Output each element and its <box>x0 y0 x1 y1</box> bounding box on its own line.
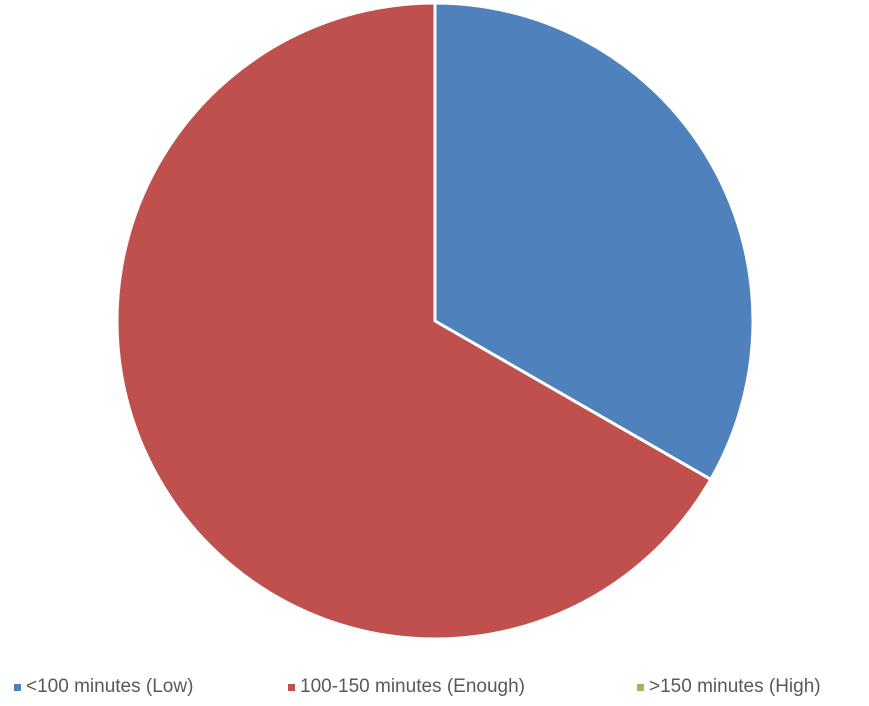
legend-swatch-high <box>637 683 644 691</box>
pie-slice-enough <box>115 1 713 641</box>
legend-entry-enough: 100-150 minutes (Enough) <box>288 676 525 698</box>
legend-label-high: >150 minutes (High) <box>649 676 821 697</box>
legend-entry-high: >150 minutes (High) <box>637 676 821 698</box>
legend: <100 minutes (Low) 100-150 minutes (Enou… <box>0 676 869 700</box>
legend-swatch-enough <box>288 683 295 691</box>
legend-swatch-low <box>14 683 21 691</box>
legend-entry-low: <100 minutes (Low) <box>14 676 193 698</box>
legend-label-low: <100 minutes (Low) <box>26 676 194 697</box>
pie-slice-low <box>433 1 755 481</box>
legend-label-enough: 100-150 minutes (Enough) <box>300 676 525 697</box>
